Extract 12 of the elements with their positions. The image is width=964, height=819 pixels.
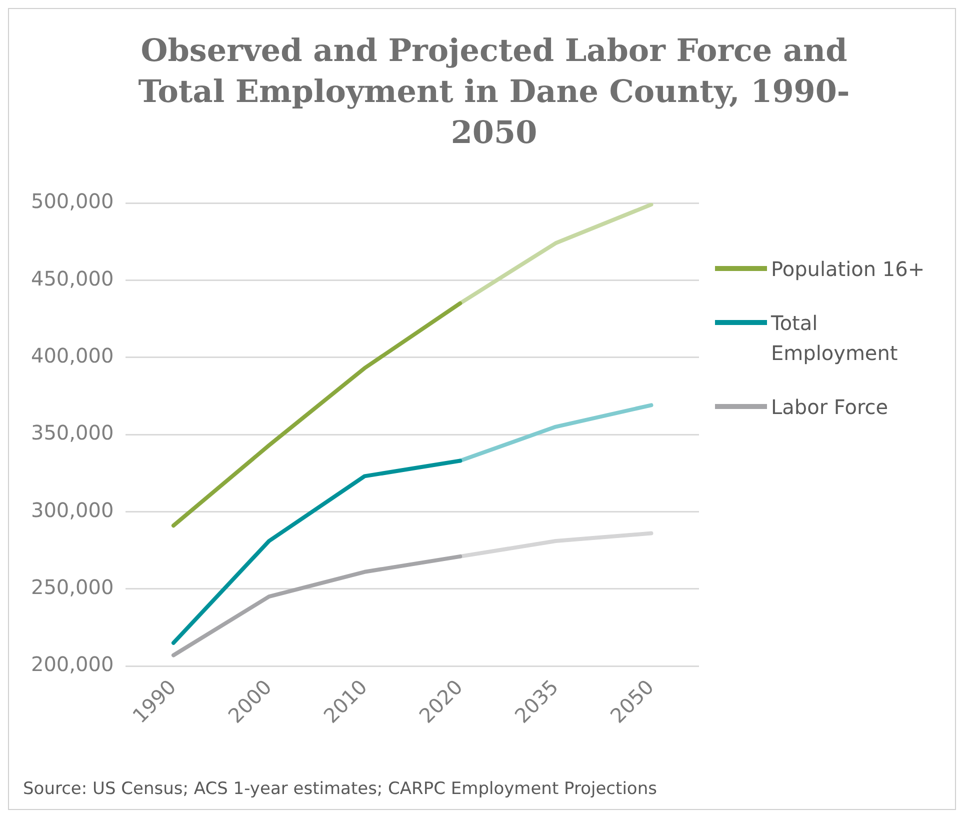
legend-label: Population 16+	[771, 256, 926, 283]
y-tick-label: 200,000	[30, 652, 114, 676]
y-tick-label: 400,000	[30, 344, 114, 368]
y-tick-label: 300,000	[30, 498, 114, 522]
source-note: Source: US Census; ACS 1-year estimates; CARPC Employment Projections	[23, 779, 657, 799]
y-tick-label: 450,000	[30, 266, 114, 290]
y-tick-label: 250,000	[30, 575, 114, 600]
legend-label: Total Employment	[771, 310, 899, 367]
chart-title: Observed and Projected Labor Force and Total Employment in Dane County, 1990-2050	[137, 32, 851, 153]
legend-label: Labor Force	[771, 394, 890, 421]
y-tick-label: 350,000	[30, 420, 114, 445]
y-tick-label: 500,000	[30, 189, 114, 214]
